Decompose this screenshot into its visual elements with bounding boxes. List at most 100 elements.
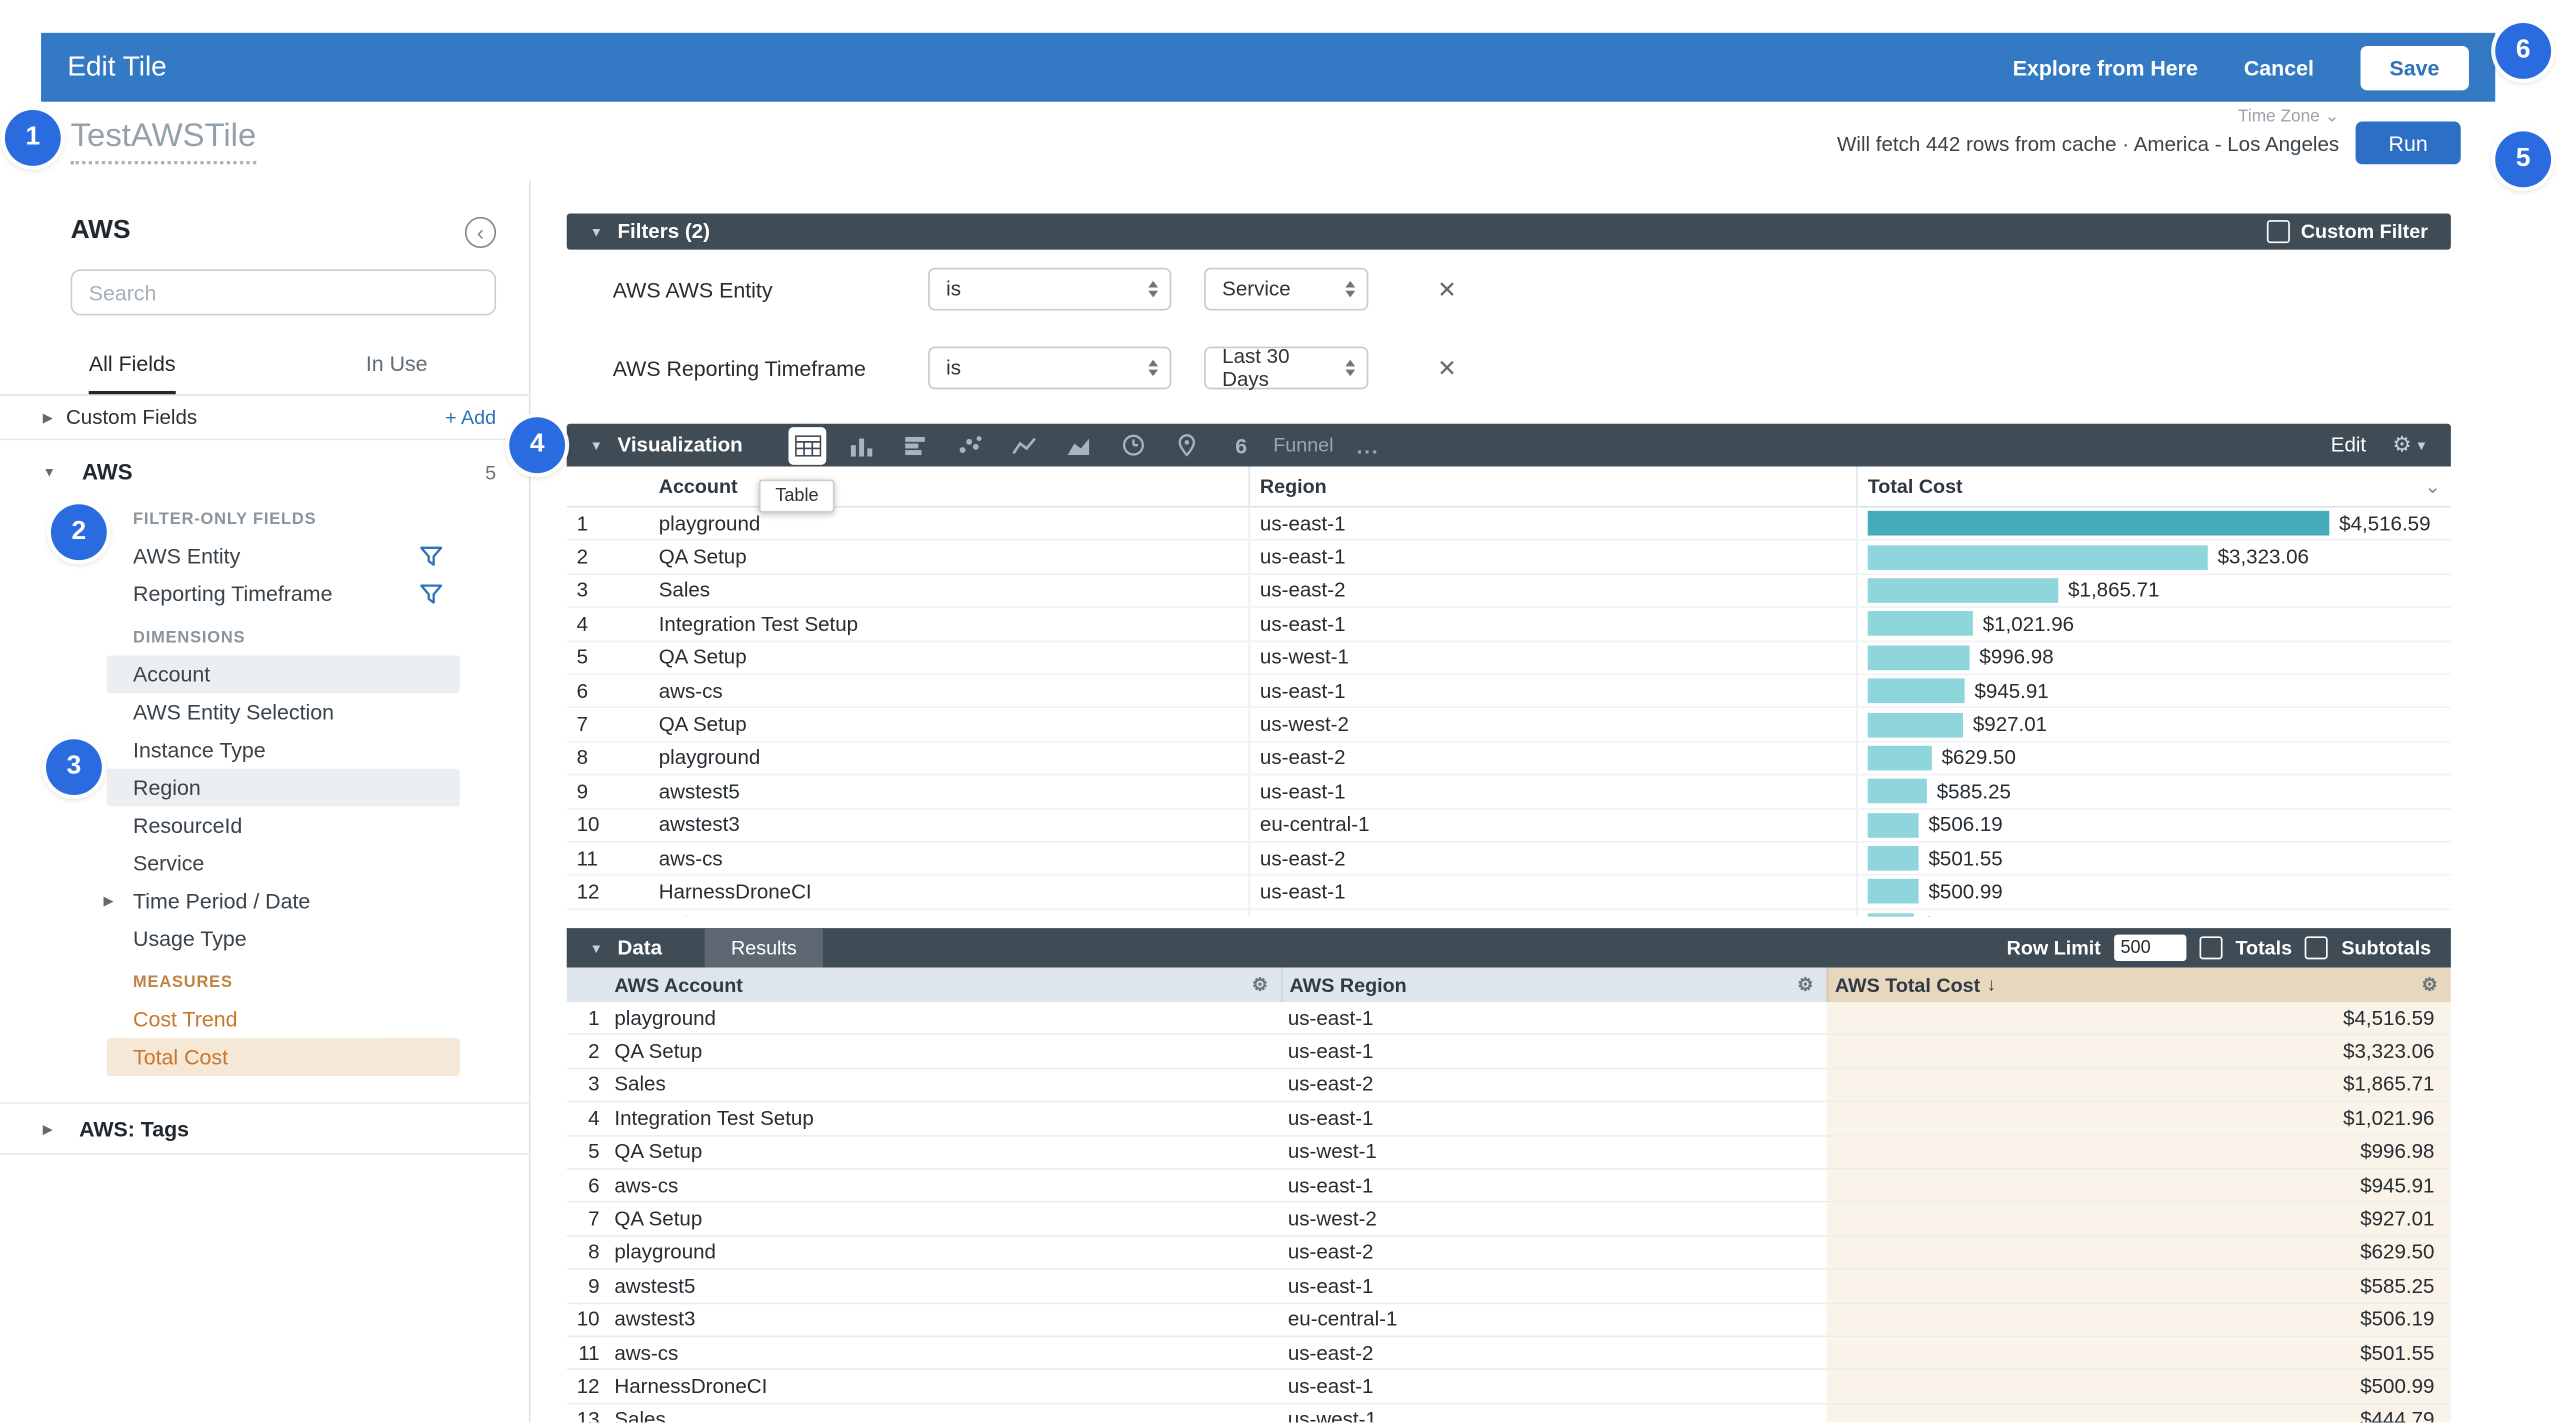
expand-arrow-icon[interactable]: ▶: [42, 1121, 53, 1136]
dimension-item[interactable]: ▶ Instance Type: [107, 731, 460, 769]
visualization-section-header[interactable]: ▼ Visualization: [566, 423, 2451, 467]
cancel-button[interactable]: Cancel: [2243, 55, 2314, 80]
viz-table-row[interactable]: 13 Sales us-west-1 $444.79: [567, 909, 2451, 917]
expand-arrow-icon[interactable]: ▶: [42, 409, 53, 425]
bar-chart-icon[interactable]: [897, 426, 935, 464]
filters-section-header[interactable]: ▼ Filters (2) Custom Filter: [566, 213, 2451, 250]
viz-table-row[interactable]: 8 playground us-east-2 $629.50: [566, 742, 2451, 776]
data-table-row[interactable]: 13 Sales us-west-1 $444.79: [567, 1403, 2451, 1423]
remove-filter-icon[interactable]: ✕: [1437, 275, 1457, 302]
measure-item[interactable]: Cost Trend: [107, 1000, 460, 1038]
single-value-icon[interactable]: 6: [1235, 432, 1248, 458]
collapse-panel-icon[interactable]: ‹: [464, 216, 497, 248]
data-section-header[interactable]: ▼ Data Results Row Limit Totals Subtotal…: [566, 928, 2451, 968]
viz-table-row[interactable]: 9 awstest5 us-east-1 $585.25: [566, 775, 2451, 810]
viz-table-row[interactable]: 6 aws-cs us-east-1 $945.91: [566, 675, 2451, 709]
more-viz-types-button[interactable]: ...: [1356, 432, 1380, 458]
viz-table-row[interactable]: 2 QA Setup us-east-1 $3,323.06: [566, 541, 2451, 575]
remove-filter-icon[interactable]: ✕: [1437, 353, 1457, 381]
viz-table-row[interactable]: 3 Sales us-east-2 $1,865.71: [566, 574, 2451, 609]
filter-toggle-icon[interactable]: [419, 583, 444, 604]
custom-filter-checkbox[interactable]: [2266, 220, 2290, 244]
data-col-aws-account[interactable]: AWS Account ⚙: [607, 967, 1282, 1003]
collapse-arrow-icon[interactable]: ▼: [589, 437, 603, 453]
add-custom-field-button[interactable]: + Add: [445, 405, 497, 429]
filter-value-select[interactable]: Last 30 Days: [1204, 345, 1369, 391]
viz-table-row[interactable]: 10 awstest3 eu-central-1 $506.19: [566, 809, 2451, 843]
run-button[interactable]: Run: [2355, 121, 2461, 165]
gear-icon[interactable]: ⚙: [1251, 975, 1269, 996]
timeline-clock-icon[interactable]: [1114, 426, 1152, 464]
collapse-arrow-icon[interactable]: ▼: [589, 940, 603, 956]
filter-operator-select[interactable]: is: [928, 267, 1172, 311]
custom-fields-row[interactable]: ▶ Custom Fields + Add: [0, 396, 529, 441]
totals-checkbox[interactable]: [2199, 936, 2223, 960]
data-table-row[interactable]: 5 QA Setup us-west-1 $996.98: [566, 1136, 2451, 1170]
gear-icon[interactable]: ⚙: [2421, 975, 2438, 996]
filter-operator-select[interactable]: is: [928, 346, 1172, 390]
filter-only-field-item[interactable]: AWS Entity: [0, 537, 529, 575]
edit-viz-button[interactable]: Edit: [2330, 433, 2367, 457]
explore-from-here-button[interactable]: Explore from Here: [2012, 55, 2198, 80]
timezone-selector[interactable]: Time Zone ⌄: [2238, 107, 2339, 127]
data-table-row[interactable]: 4 Integration Test Setup us-east-1 $1,02…: [566, 1102, 2451, 1137]
data-col-aws-total-cost[interactable]: AWS Total Cost ↓ ⚙: [1826, 967, 2451, 1003]
field-group-aws-tags[interactable]: ▶ AWS: Tags: [0, 1102, 529, 1155]
data-table-row[interactable]: 9 awstest5 us-east-1 $585.25: [566, 1269, 2451, 1304]
data-table-row[interactable]: 12 HarnessDroneCI us-east-1 $500.99: [566, 1370, 2451, 1404]
dimension-item[interactable]: ▶ AWS Entity Selection: [107, 693, 460, 731]
data-table-row[interactable]: 10 awstest3 eu-central-1 $506.19: [566, 1303, 2451, 1337]
viz-table-row[interactable]: 11 aws-cs us-east-2 $501.55: [566, 842, 2451, 877]
dimension-item[interactable]: ▶ Service: [107, 844, 460, 882]
viz-table-row[interactable]: 1 playground us-east-1 $4,516.59: [566, 507, 2451, 542]
collapse-arrow-icon[interactable]: ▼: [589, 224, 603, 240]
data-table-row[interactable]: 1 playground us-east-1 $4,516.59: [566, 1002, 2451, 1036]
filter-value-select[interactable]: Service: [1204, 267, 1369, 311]
tab-all-fields[interactable]: All Fields: [0, 342, 264, 395]
viz-table-row[interactable]: 7 QA Setup us-west-2 $927.01: [566, 708, 2451, 743]
tab-in-use[interactable]: In Use: [365, 351, 428, 377]
viz-col-account[interactable]: Account: [658, 474, 738, 498]
save-button[interactable]: Save: [2359, 45, 2469, 90]
dimension-item[interactable]: ▶ Region: [106, 768, 460, 807]
viz-table-row[interactable]: 12 HarnessDroneCI us-east-1 $500.99: [566, 876, 2451, 910]
table-viz-icon[interactable]: [788, 426, 827, 465]
collapse-arrow-icon[interactable]: ▼: [42, 464, 56, 480]
dimension-item[interactable]: ▶ Time Period / Date: [103, 882, 460, 920]
dimension-item[interactable]: ▶ ResourceId: [107, 807, 460, 845]
search-input[interactable]: [70, 269, 497, 316]
dimension-item[interactable]: ▶ Account: [106, 655, 460, 694]
filter-only-field-item[interactable]: Reporting Timeframe: [0, 575, 529, 613]
viz-table-row[interactable]: 5 QA Setup us-west-1 $996.98: [566, 641, 2451, 676]
data-table-row[interactable]: 3 Sales us-east-2 $1,865.71: [566, 1069, 2451, 1103]
viz-col-total-cost[interactable]: Total Cost ⌄: [1856, 466, 2451, 506]
dimension-item[interactable]: ▶ Usage Type: [107, 920, 460, 958]
row-limit-input[interactable]: [2113, 934, 2187, 961]
tile-name-input[interactable]: TestAWSTile: [70, 118, 257, 165]
viz-table-row[interactable]: 4 Integration Test Setup us-east-1 $1,02…: [566, 608, 2451, 642]
scatterplot-icon[interactable]: [951, 426, 989, 464]
data-col-aws-region[interactable]: AWS Region ⚙: [1281, 967, 1827, 1003]
data-table-row[interactable]: 2 QA Setup us-east-1 $3,323.06: [566, 1035, 2451, 1070]
column-chart-icon[interactable]: [843, 426, 881, 464]
data-table-row[interactable]: 11 aws-cs us-east-2 $501.55: [566, 1336, 2451, 1371]
filter-toggle-icon[interactable]: [419, 545, 444, 566]
data-table-row[interactable]: 8 playground us-east-2 $629.50: [566, 1236, 2451, 1270]
line-chart-icon[interactable]: [1005, 426, 1043, 464]
data-table-row[interactable]: 7 QA Setup us-west-2 $927.01: [566, 1203, 2451, 1237]
results-tab[interactable]: Results: [704, 928, 824, 968]
data-table-row[interactable]: 6 aws-cs us-east-1 $945.91: [566, 1169, 2451, 1204]
expand-arrow-icon[interactable]: ▶: [103, 893, 114, 909]
viz-col-region[interactable]: Region: [1248, 466, 1856, 506]
field-group-aws[interactable]: ▼ AWS 5: [42, 459, 497, 485]
field-picker-sidebar: AWS ‹ All Fields In Use ▶ Custom Fields …: [0, 180, 531, 1423]
sort-descending-icon[interactable]: ↓: [1986, 974, 1996, 995]
measure-item[interactable]: Total Cost: [106, 1038, 460, 1076]
area-chart-icon[interactable]: [1060, 426, 1098, 464]
subtotals-checkbox[interactable]: [2305, 936, 2329, 960]
map-icon[interactable]: [1168, 426, 1206, 464]
viz-settings-gear-icon[interactable]: ⚙ ▼: [2392, 432, 2428, 457]
column-menu-chevron-icon[interactable]: ⌄: [2424, 474, 2442, 498]
funnel-viz-button[interactable]: Funnel: [1273, 433, 1334, 457]
gear-icon[interactable]: ⚙: [1797, 975, 1814, 996]
